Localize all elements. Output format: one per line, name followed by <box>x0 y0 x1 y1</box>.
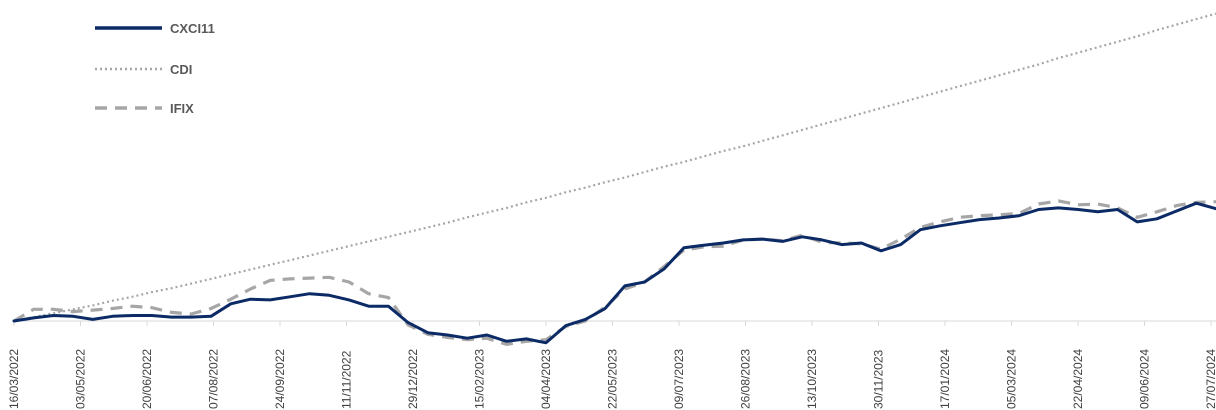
legend-label-cdi: CDI <box>170 62 192 77</box>
x-tick-label: 03/05/2022 <box>74 349 88 409</box>
x-tick-label: 30/11/2023 <box>872 350 886 409</box>
x-tick-label: 29/12/2022 <box>406 349 420 409</box>
x-tick-label: 05/03/2024 <box>1005 349 1019 409</box>
x-axis-ticks: 16/03/2022 03/05/2022 20/06/2022 07/08/2022… <box>7 321 1216 409</box>
x-tick-label: 24/09/2022 <box>273 349 287 409</box>
legend-label-cxci11: CXCI11 <box>170 21 215 36</box>
x-tick-label: 27/07/2024 <box>1204 349 1216 409</box>
x-tick-label: 13/10/2023 <box>805 349 819 409</box>
x-tick-label: 17/01/2024 <box>938 349 952 409</box>
legend-item-cxci11: CXCI11 <box>95 21 215 36</box>
legend-label-ifix: IFIX <box>170 101 194 116</box>
x-tick-label: 11/11/2022 <box>340 350 354 409</box>
x-tick-label: 26/08/2023 <box>739 349 753 409</box>
x-tick-label: 07/08/2022 <box>207 349 221 409</box>
x-tick-label: 16/03/2022 <box>7 349 21 409</box>
series-line-cxci11 <box>12 201 1216 345</box>
x-tick-label: 04/04/2023 <box>539 349 553 409</box>
legend: CXCI11 CDI IFIX <box>95 21 215 116</box>
series-group <box>12 12 1216 346</box>
x-tick-label: 22/05/2023 <box>606 349 620 409</box>
x-tick-label: 20/06/2022 <box>140 349 154 409</box>
x-tick-label: 15/02/2023 <box>473 349 487 409</box>
legend-item-cdi: CDI <box>95 62 192 77</box>
legend-item-ifix: IFIX <box>95 101 194 116</box>
x-tick-label: 22/04/2024 <box>1071 349 1085 409</box>
series-line-ifix <box>13 199 1216 346</box>
x-tick-label: 09/07/2023 <box>672 349 686 409</box>
x-tick-label: 09/06/2024 <box>1138 349 1152 409</box>
series-line-cdi <box>13 12 1216 323</box>
